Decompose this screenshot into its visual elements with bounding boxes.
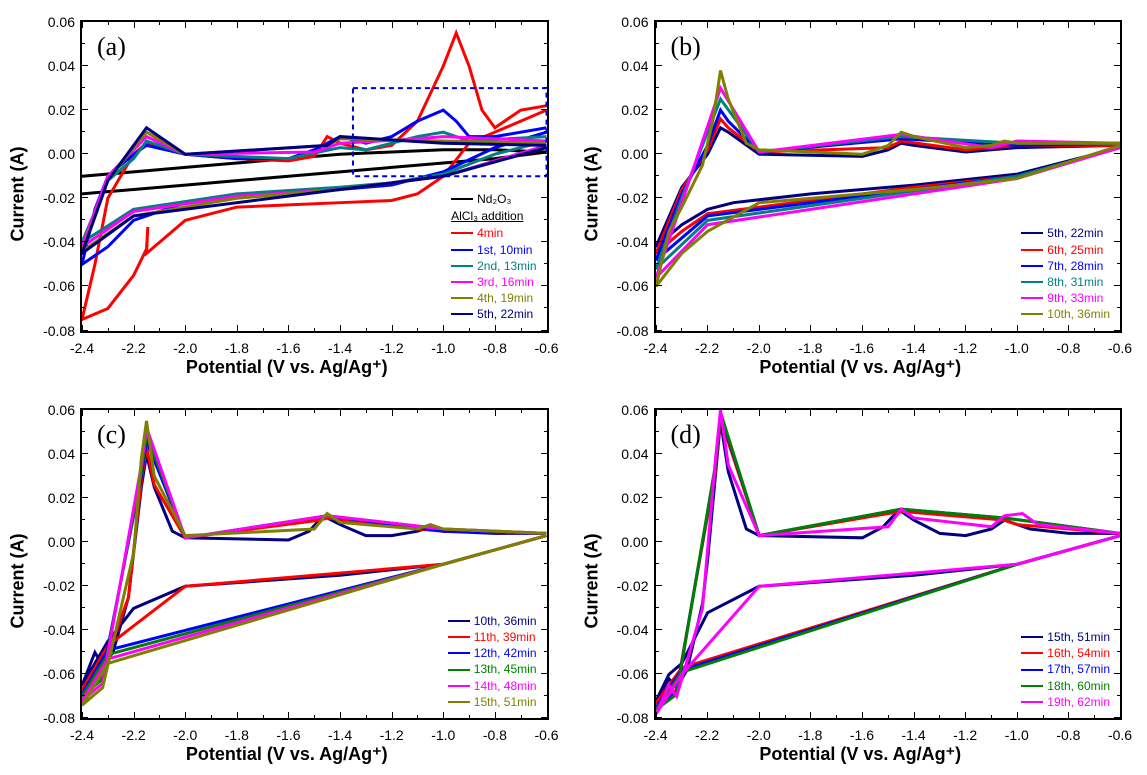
panel-a: Current (A) Potential (V vs. Ag/Ag⁺) (a)… [0,0,574,388]
y-axis-label: Current (A) [8,534,29,629]
x-axis-label: Potential (V vs. Ag/Ag⁺) [186,357,388,378]
figure-grid: Current (A) Potential (V vs. Ag/Ag⁺) (a)… [0,0,1147,775]
x-axis-label: Potential (V vs. Ag/Ag⁺) [759,744,961,765]
panel-b: Current (A) Potential (V vs. Ag/Ag⁺) (b)… [574,0,1147,388]
x-axis-label: Potential (V vs. Ag/Ag⁺) [759,357,961,378]
legend-b: 5th, 22min6th, 25min7th, 28min8th, 31min… [1021,225,1110,322]
y-axis-label: Current (A) [581,146,602,241]
panel-d: Current (A) Potential (V vs. Ag/Ag⁺) (d)… [574,388,1147,775]
y-axis-label: Current (A) [581,534,602,629]
plot-area-c: (c) 10th, 36min11th, 39min12th, 42min13t… [80,408,549,721]
legend-d: 15th, 51min16th, 54min17th, 57min18th, 6… [1021,629,1110,710]
panel-c: Current (A) Potential (V vs. Ag/Ag⁺) (c)… [0,388,574,775]
plot-area-d: (d) 15th, 51min16th, 54min17th, 57min18t… [654,408,1123,721]
plot-area-a: (a) Nd₂O₃AlCl₃ addition4min1st, 10min2nd… [80,20,549,333]
legend-c: 10th, 36min11th, 39min12th, 42min13th, 4… [448,613,537,710]
y-axis-label: Current (A) [8,146,29,241]
legend-a: Nd₂O₃AlCl₃ addition4min1st, 10min2nd, 13… [451,191,536,323]
plot-area-b: (b) 5th, 22min6th, 25min7th, 28min8th, 3… [654,20,1123,333]
x-axis-label: Potential (V vs. Ag/Ag⁺) [186,744,388,765]
